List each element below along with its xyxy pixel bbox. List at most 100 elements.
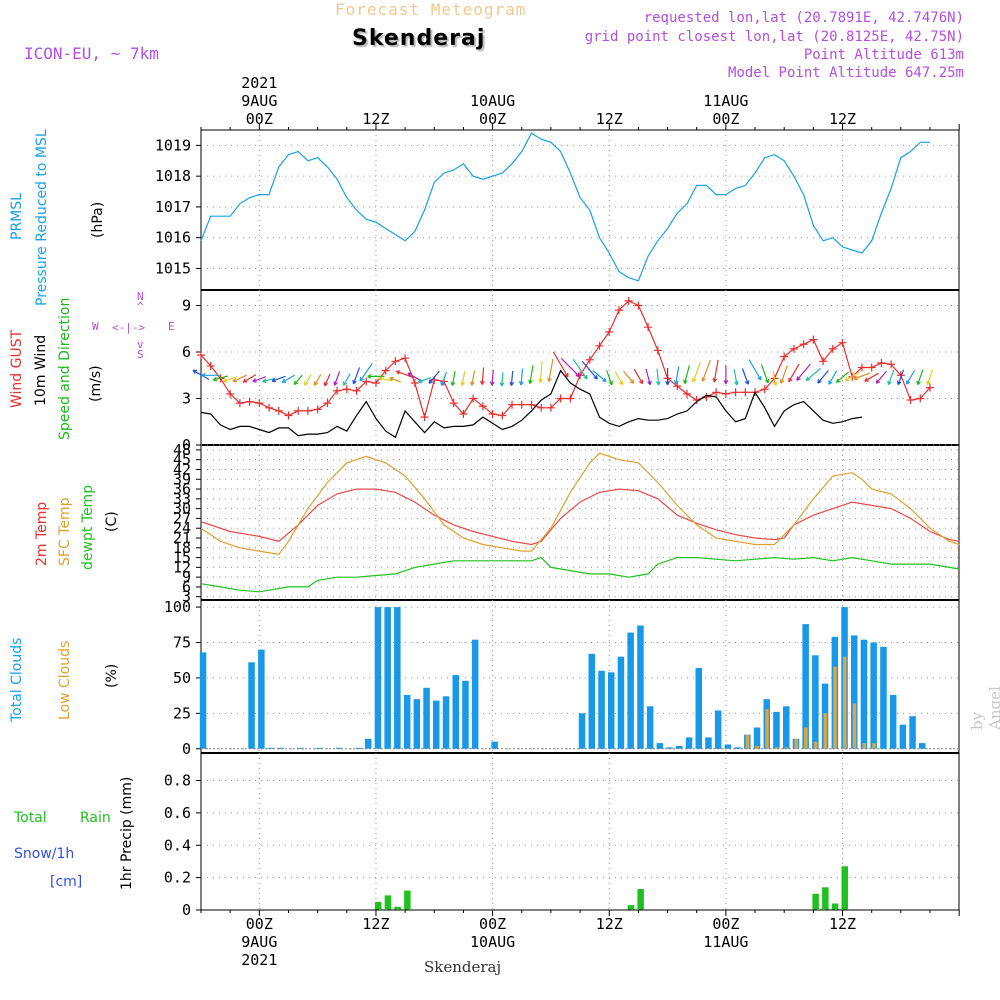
sfc-temp-line: [200, 452, 960, 555]
gust-marker: [634, 301, 643, 310]
y-tick-label: 39: [173, 470, 191, 488]
wind-direction-arrow: [655, 368, 661, 386]
total-cloud-bar: [578, 713, 586, 749]
total-cloud-bar: [685, 737, 693, 749]
gust-marker: [478, 402, 487, 411]
total-cloud-bar: [598, 670, 605, 749]
low-cloud-bar: [765, 709, 769, 749]
total-cloud-bar: [724, 744, 732, 749]
total-cloud-bar: [452, 675, 459, 749]
gust-marker: [459, 410, 468, 418]
total-cloud-bar: [802, 624, 809, 749]
wind-direction-arrow: [201, 372, 220, 378]
gust-marker: [653, 346, 662, 355]
wind-direction-arrow: [359, 363, 373, 382]
y-tick-label: 45: [173, 451, 191, 469]
total-cloud-bar: [335, 747, 343, 749]
wind-direction-arrow: [293, 374, 303, 386]
gust-marker: [391, 357, 400, 366]
rain-label-b: Rain: [80, 810, 111, 826]
wind-direction-arrow: [733, 369, 739, 386]
total-cloud-bar: [199, 652, 207, 749]
wind-direction-arrow: [450, 370, 456, 386]
top-axis-label: 00Z: [479, 110, 506, 128]
y-tick-label: 18: [173, 539, 191, 557]
gust-marker: [838, 338, 847, 347]
wind-direction-arrow: [633, 368, 644, 385]
rain-bar: [384, 895, 392, 910]
top-axis-label: 00Z: [246, 110, 273, 128]
gust-marker: [284, 411, 293, 420]
y-tick-label: 1015: [155, 259, 191, 277]
y-tick-label: 75: [173, 634, 191, 652]
gust-marker: [624, 296, 633, 305]
top-axis-label: 10AUG: [470, 92, 515, 110]
wind-direction-arrow: [712, 359, 719, 383]
wind-direction-arrow: [844, 371, 860, 382]
y-tick-label: 1017: [155, 198, 191, 216]
total-cloud-bar: [384, 607, 391, 749]
gust-marker: [517, 400, 526, 409]
total-cloud-bar: [316, 747, 323, 749]
gust-marker: [401, 354, 410, 363]
total-cloud-bar: [394, 607, 401, 749]
wind-direction-arrow: [805, 367, 821, 382]
gust-marker: [352, 386, 361, 395]
bottom-axis-label: 10AUG: [470, 933, 515, 951]
gust-marker: [556, 394, 565, 403]
gust-marker: [731, 388, 740, 397]
low-cloud-bar: [813, 741, 818, 749]
total-cloud-bar: [365, 738, 372, 749]
gust-marker: [683, 389, 691, 398]
y-tick-label: 6: [182, 578, 191, 596]
wind-direction-arrow: [723, 365, 729, 385]
y-tick-label: 0: [182, 436, 191, 454]
top-axis-label: 9AUG: [241, 92, 277, 110]
y-tick-label: 36: [173, 480, 191, 498]
gust-marker: [371, 379, 380, 387]
wind-direction-arrow: [864, 372, 879, 382]
total-cloud-bar: [783, 706, 790, 749]
footer-location: Skenderaj: [424, 958, 502, 976]
total-cloud-bar: [617, 656, 625, 749]
gust-marker: [420, 413, 429, 422]
low-cloud-bar: [775, 747, 779, 749]
y-tick-label: 6: [182, 343, 191, 361]
rain-bar: [831, 903, 839, 910]
gust-marker: [673, 382, 682, 391]
wind-direction-arrow: [333, 371, 341, 386]
gust-marker: [313, 405, 322, 414]
rain-label-a: Total: [14, 810, 47, 826]
total-cloud-bar: [889, 694, 897, 749]
wind10m-line: [200, 369, 863, 439]
total-cloud-bar: [714, 710, 722, 749]
wind-direction-arrow: [683, 365, 690, 384]
total-cloud-bar: [646, 706, 654, 749]
gust-marker: [916, 394, 925, 403]
low-cloud-bar: [804, 727, 808, 749]
top-axis-label: 00Z: [712, 110, 739, 128]
wind-direction-arrow: [212, 375, 228, 382]
y-tick-label: 42: [173, 460, 191, 478]
gust-marker: [245, 397, 254, 406]
y-tick-label: 0.8: [164, 772, 191, 790]
wind-direction-arrow: [926, 369, 934, 386]
low-cloud-bar: [872, 743, 876, 749]
wind-direction-arrow: [304, 374, 312, 386]
gust-marker: [780, 352, 789, 361]
wind-direction-arrow: [748, 359, 762, 381]
compass-row: <-|->: [112, 321, 145, 334]
gust-marker: [595, 341, 604, 350]
wind-direction-arrow: [614, 371, 624, 386]
gust-marker: [857, 363, 866, 372]
wind-direction-arrow: [645, 368, 652, 386]
total-cloud-bar: [773, 711, 780, 749]
gust-marker: [235, 399, 244, 408]
bottom-axis-label: 00Z: [712, 915, 739, 933]
gridpoint-coords: grid point closest lon,lat (20.8125E, 42…: [584, 29, 964, 45]
total-cloud-bar: [471, 639, 479, 749]
location-title: Skenderaj: [352, 26, 486, 51]
wind-direction-arrow: [760, 364, 770, 384]
low-cloud-bar: [833, 666, 837, 749]
gust-marker: [303, 406, 312, 415]
